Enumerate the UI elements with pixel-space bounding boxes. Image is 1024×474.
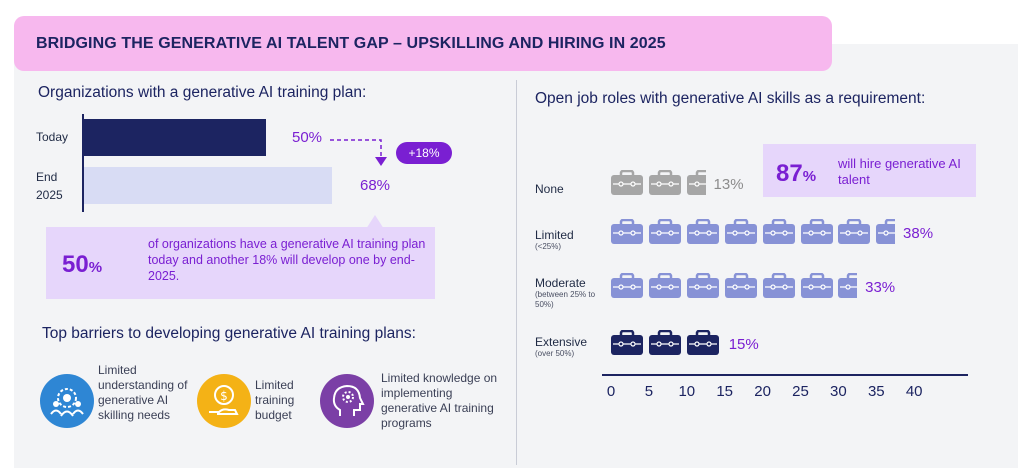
hire-big-number: 87% [776, 160, 817, 187]
bar-today [84, 119, 266, 156]
row-label-none: None [535, 182, 564, 196]
briefcase-icon [686, 169, 719, 196]
row-value-label: 38% [903, 225, 934, 242]
briefcase-icon [611, 272, 643, 299]
briefcase-icon [800, 272, 833, 299]
briefcase-icon [648, 329, 681, 356]
barrier-text-budget: Limited training budget [255, 378, 295, 422]
briefcase-icon [876, 218, 909, 245]
briefcase-icon [724, 218, 757, 245]
page-title: BRIDGING THE GENERATIVE AI TALENT GAP – … [36, 35, 666, 52]
barrier-text-understanding: Limited understanding of generative AI s… [98, 363, 188, 422]
growth-arrow-icon [330, 139, 387, 166]
x-axis-tick: 40 [905, 383, 923, 400]
section-divider [516, 80, 517, 465]
briefcase-icon [762, 218, 795, 245]
x-axis-tick: 35 [867, 383, 885, 400]
money-hand-icon: $ [197, 374, 251, 428]
briefcase-icon [686, 329, 719, 356]
hire-callout-text: will hire generative AI talent [838, 156, 961, 187]
x-axis-tick: 20 [754, 383, 771, 400]
training-callout [46, 227, 435, 299]
head-gear-icon [320, 374, 374, 428]
briefcase-icon [686, 272, 719, 299]
briefcase-icon [611, 218, 643, 245]
briefcase-icon [762, 272, 795, 299]
bar-value-today: 50% [292, 129, 323, 146]
x-axis-tick: 10 [678, 383, 696, 400]
people-gear-icon [40, 374, 94, 428]
row-value-label: 33% [865, 279, 896, 296]
callout-big-number: 50% [62, 251, 103, 278]
row-value-label: 15% [728, 336, 759, 353]
briefcase-icon [838, 272, 871, 299]
briefcase-icon [724, 272, 757, 299]
callout-pointer [366, 215, 384, 229]
row-label-moderate: Moderate (between 25% to 50%) [535, 276, 596, 309]
bar-value-end-2025: 68% [360, 177, 391, 194]
row-label-extensive: Extensive (over 50%) [535, 335, 588, 358]
row-label-limited: Limited (<25%) [535, 228, 574, 251]
x-axis-tick: 5 [644, 383, 654, 400]
briefcase-icon [686, 218, 719, 245]
x-axis-tick: 25 [792, 383, 809, 400]
bar-end-2025 [84, 167, 332, 204]
open-roles-title: Open job roles with generative AI skills… [535, 90, 926, 107]
barriers-title: Top barriers to developing generative AI… [42, 325, 416, 342]
bar-label-end-2025: End 2025 [36, 170, 63, 202]
bar-label-today: Today [36, 130, 69, 144]
briefcase-icon [648, 169, 681, 196]
callout-text: of organizations have a generative AI tr… [148, 237, 426, 283]
svg-text:$: $ [220, 389, 228, 403]
briefcase-icon [648, 272, 681, 299]
delta-badge: +18% [396, 142, 452, 164]
briefcase-icon [611, 329, 643, 356]
barrier-text-knowledge: Limited knowledge on implementing genera… [381, 371, 498, 430]
briefcase-icon [611, 169, 643, 196]
row-value-label: 13% [713, 176, 744, 193]
bar-chart-axis [82, 114, 84, 212]
briefcase-icon [648, 218, 681, 245]
hire-callout [763, 144, 976, 197]
briefcase-icon [838, 218, 871, 245]
briefcase-icon [800, 218, 833, 245]
x-axis-tick: 0 [606, 383, 616, 400]
x-axis-tick: 30 [830, 383, 847, 400]
header-banner [14, 16, 832, 71]
x-axis-tick: 15 [716, 383, 734, 400]
x-axis-line [602, 374, 968, 376]
training-plan-title: Organizations with a generative AI train… [38, 84, 367, 101]
